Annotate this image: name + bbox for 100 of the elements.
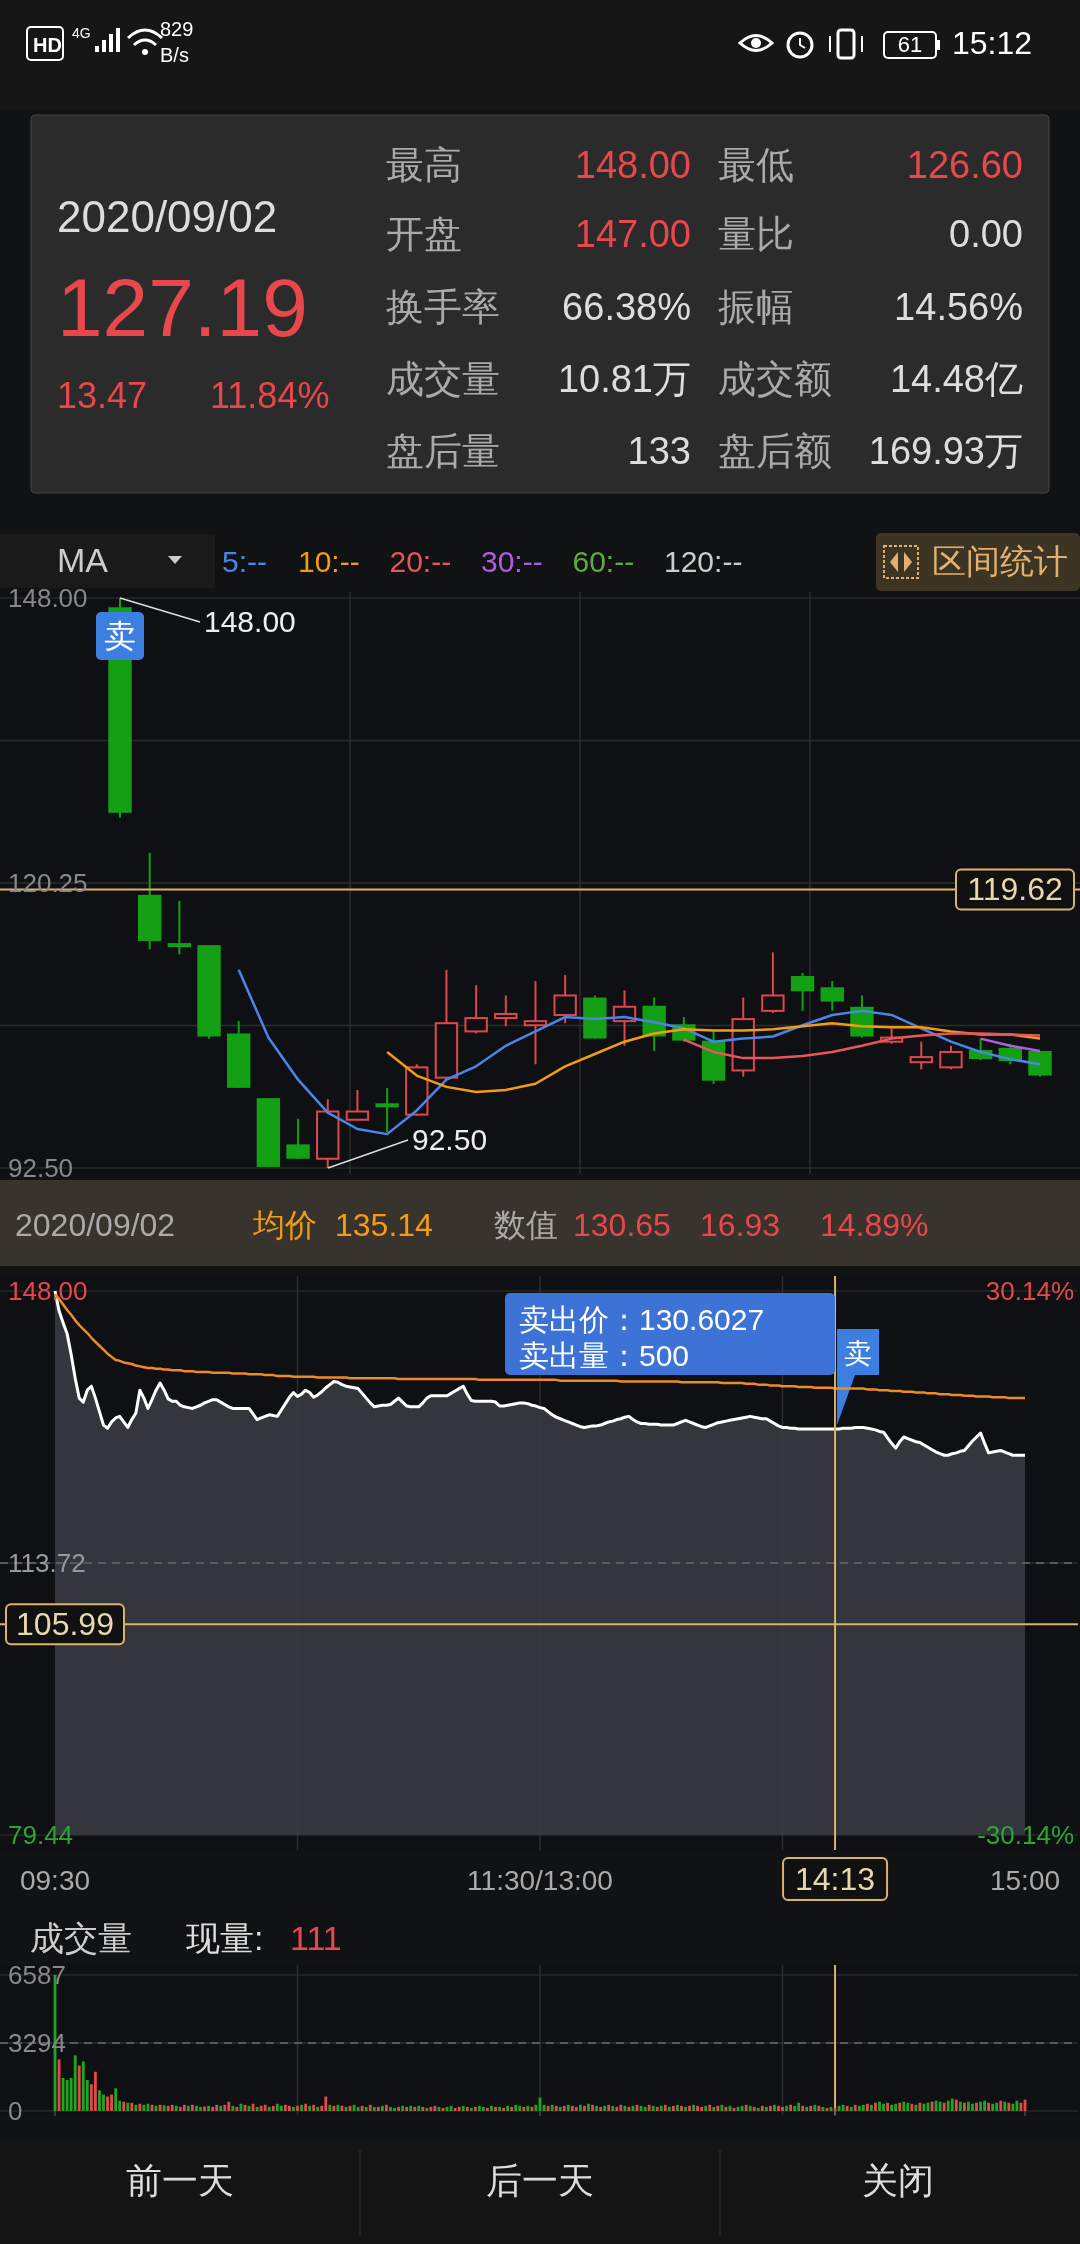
bar [457,2106,461,2111]
text: 20:-- [389,545,452,578]
text: 数值 [494,1207,558,1243]
bar [227,2101,231,2111]
bar [271,2105,275,2111]
bar [797,2102,801,2111]
text: 最低 [718,144,794,186]
bar [94,2071,97,2111]
bar [267,2106,271,2111]
bar [114,2088,118,2111]
candlestick [345,1088,370,1122]
bar [106,2096,109,2111]
bar [77,2065,81,2111]
text: 10:-- [298,545,360,578]
bar [312,2104,316,2111]
bar [393,2107,396,2111]
bar [760,2105,764,2111]
bar [397,2106,400,2111]
bar [910,2103,914,2111]
annotation: 148.00 [204,605,296,638]
bar [906,2102,910,2111]
y-tick-label: 79.44 [8,1820,74,1850]
bar [482,2106,485,2111]
bar [215,2104,219,2111]
x-tick-label: 15:00 [989,1865,1061,1896]
bar [417,2105,421,2111]
bar [296,2105,299,2111]
bar [890,2104,894,2111]
bar [676,2104,679,2111]
bar [283,2104,287,2111]
bar [518,2105,522,2111]
bar [886,2102,889,2111]
bar [700,2106,704,2111]
text: 后一天 [486,2160,594,2201]
bar [720,2104,724,2111]
y-tick-label: 113.72 [8,1548,86,1578]
text: 区间统计 [932,542,1068,580]
y-tick-label: 92.50 [8,1153,74,1183]
text: 111 [290,1919,342,1957]
bar [263,2104,267,2111]
bar [688,2105,691,2111]
bar [385,2104,388,2111]
bar [259,2105,263,2111]
y-tick-label: 6587 [8,1960,66,1990]
bar [603,2105,607,2111]
text: 10.81万 [557,358,691,400]
bar [902,2101,906,2111]
text: 开盘 [386,213,462,255]
bar [279,2105,283,2111]
bar [587,2103,590,2111]
bar [752,2106,756,2111]
bar [469,2107,473,2111]
candlestick [909,1040,933,1071]
text: 2020/09/02 [57,192,278,241]
candlestick [523,980,548,1066]
x-tick-label: 14:13 [795,1861,876,1897]
bar [98,2090,101,2111]
bar [275,2103,279,2111]
text: 829 [160,18,194,40]
bar [874,2102,877,2111]
bar [878,2101,881,2111]
bar [562,2105,566,2111]
bar [170,2104,174,2111]
bar [1011,2103,1015,2111]
bar [186,2105,190,2111]
text: 126.60 [906,144,1023,186]
bar [756,2107,760,2111]
text: 16.93 [700,1207,781,1243]
bar [126,2102,130,2111]
text: 30:-- [481,545,543,578]
candlestick [761,951,785,1014]
bar [692,2104,695,2111]
bar [991,2103,995,2111]
bar [764,2106,768,2111]
text: HD [33,34,62,56]
text: 14.56% [894,286,1023,328]
bar [498,2106,501,2111]
bar [708,2104,712,2111]
bar [607,2104,611,2111]
text: 135.14 [335,1207,433,1243]
legend-title: MA [57,541,109,579]
y2-tick-label: -30.14% [977,1820,1074,1850]
bar [138,2103,142,2111]
text: 0.00 [949,213,1023,255]
x-tick-label: 09:30 [19,1865,91,1896]
bar [716,2105,720,2111]
bar [494,2106,497,2111]
bar [958,2101,962,2111]
bar [316,2106,320,2111]
bar [853,2104,857,2111]
bar [712,2106,716,2111]
bar [696,2105,700,2111]
bar [376,2106,380,2111]
bar [979,2101,982,2111]
bar [942,2102,946,2111]
text: 盘后量 [386,430,500,472]
candlestick [790,971,815,1012]
bar [671,2105,675,2111]
bar [938,2101,942,2111]
bar [413,2106,417,2111]
